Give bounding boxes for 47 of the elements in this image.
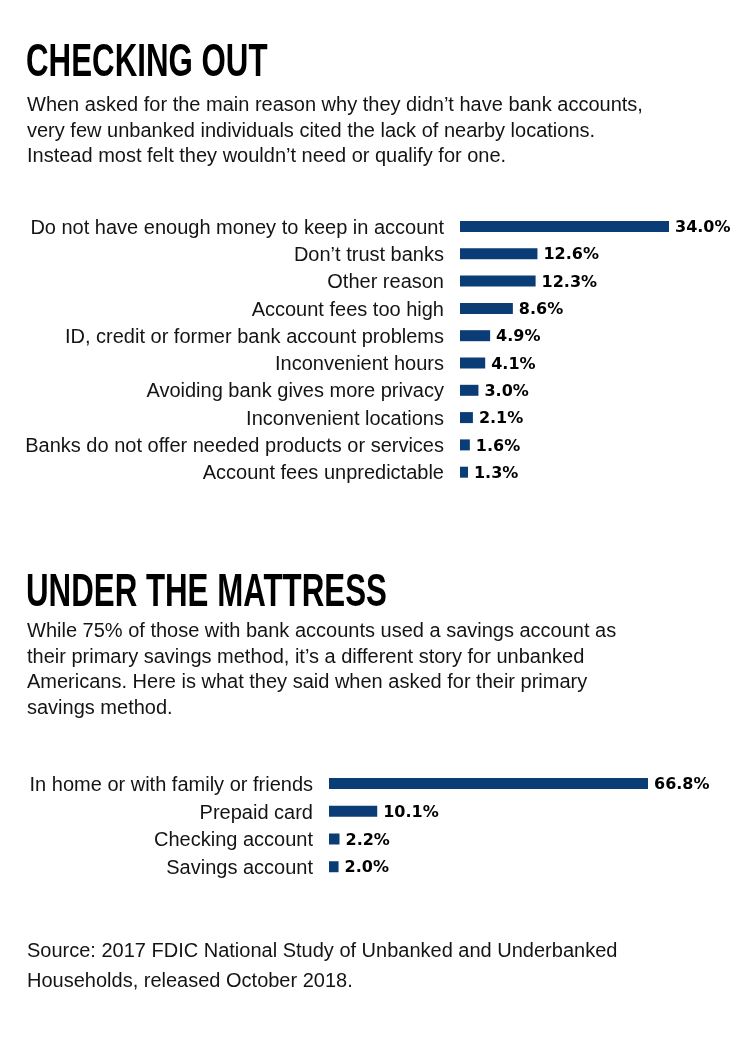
y-tick-label: Avoiding bank gives more privacy (146, 379, 444, 402)
data-label: 8.6% (518, 299, 564, 319)
bar (329, 805, 378, 817)
bar (460, 439, 470, 451)
data-label: 66.8% (654, 774, 710, 794)
data-label: 2.0% (344, 857, 389, 877)
bar (460, 357, 486, 369)
chart-subtitle: When asked for the main reason why they didn’t have bank accounts, very few unbanked individuals cited the lack of nearby locations. Instead most felt they wouldn’t need or qualify for one. (27, 92, 644, 168)
bar (329, 778, 648, 789)
bar (329, 861, 339, 873)
y-tick-label: Other reason (327, 270, 444, 293)
source-note: Source: 2017 FDIC National Study of Unbanked and Underbanked Households, released October 2018. (27, 938, 619, 993)
y-tick-label: Checking account (154, 828, 314, 851)
data-label: 1.6% (475, 435, 521, 455)
data-label: 2.2% (345, 829, 390, 849)
bar (460, 275, 536, 287)
y-tick-label: Inconvenient locations (246, 406, 444, 429)
y-tick-label: Banks do not offer needed products or services (25, 434, 444, 457)
chart-title: CHECKING OUT (26, 34, 268, 86)
data-label: 1.3% (473, 462, 519, 482)
y-tick-label: Prepaid card (199, 800, 313, 823)
y-tick-label: Inconvenient hours (274, 352, 444, 375)
data-label: 12.6% (543, 244, 599, 264)
y-tick-label: Savings account (166, 856, 314, 879)
bar (460, 466, 468, 478)
data-label: 10.1% (383, 801, 439, 821)
bar (460, 221, 669, 232)
y-tick-label: Do not have enough money to keep in account (30, 215, 445, 238)
y-tick-label: Account fees unpredictable (202, 461, 444, 484)
bar (460, 412, 473, 424)
data-label: 4.9% (496, 326, 541, 346)
bar (460, 384, 479, 396)
chart-subtitle: While 75% of those with bank accounts used a savings account as their primary savings method, it’s a different story for unbanked Americans. Here is what they said when asked for their primary savings method. (27, 618, 618, 720)
bar (460, 330, 491, 342)
data-label: 2.1% (478, 408, 524, 428)
data-label: 3.0% (484, 380, 529, 400)
y-tick-label: Don’t trust banks (293, 242, 444, 265)
bar (460, 302, 513, 314)
data-label: 12.3% (541, 271, 598, 291)
chart-title: UNDER THE MATTRESS (26, 564, 387, 616)
y-tick-label: Account fees too high (251, 297, 444, 320)
data-label: 4.1% (491, 353, 536, 373)
y-tick-label: ID, credit or former bank account problems (64, 324, 444, 347)
y-tick-label: In home or with family or friends (29, 772, 313, 795)
data-label: 34.0% (675, 217, 731, 237)
bar (460, 248, 538, 260)
bar (329, 833, 340, 845)
